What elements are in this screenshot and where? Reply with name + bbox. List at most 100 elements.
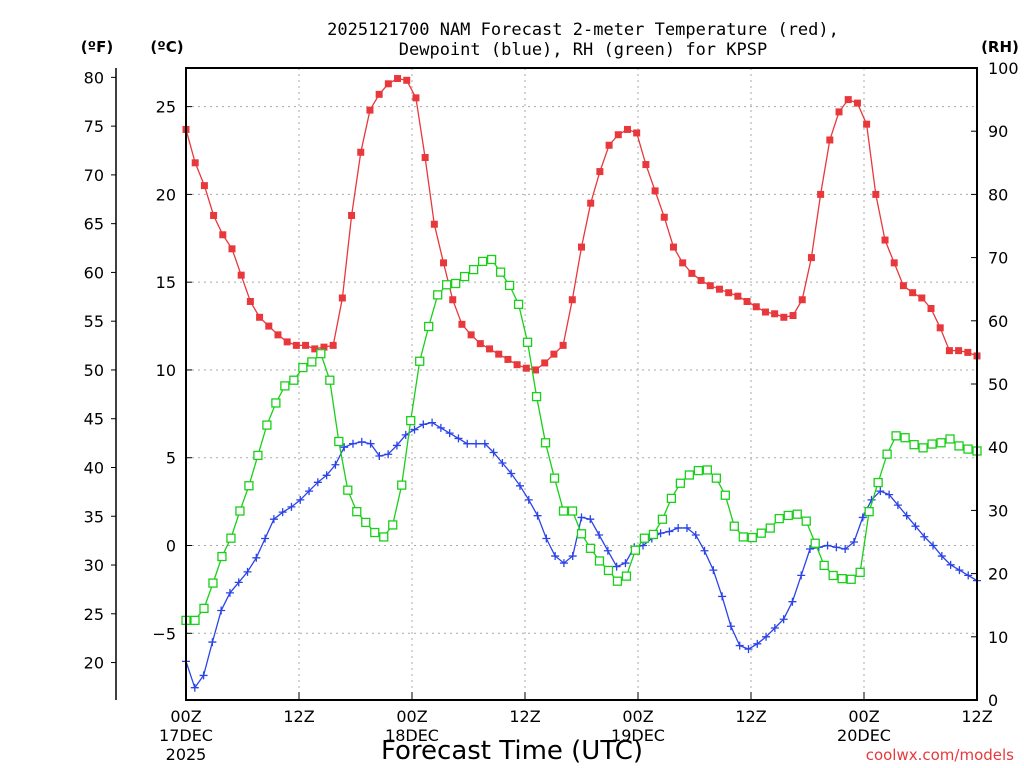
dewpoint-point	[964, 571, 973, 580]
temperature-point	[403, 76, 411, 84]
rh-point	[486, 254, 497, 265]
dewpoint-point	[524, 495, 533, 504]
rh-point	[621, 571, 632, 581]
rh-point	[459, 271, 470, 282]
x-axis-label: Forecast Time (UTC)	[381, 736, 643, 766]
temperature-point	[679, 259, 687, 267]
temperature-point	[936, 324, 944, 332]
rh-point	[666, 493, 677, 504]
temperature-point	[835, 108, 843, 116]
rh-point	[217, 551, 227, 562]
rh-point	[918, 443, 928, 453]
temperature-point	[927, 305, 935, 313]
temperature-point	[210, 211, 218, 219]
fahrenheit-ticks: 20 25 30 35 40 45 50 55 60 65 70 75 80	[84, 68, 116, 673]
rh-point	[756, 528, 766, 538]
fahrenheit-tick-label: 60	[84, 263, 104, 282]
temperature-point	[541, 359, 549, 367]
dewpoint-point	[190, 683, 199, 692]
temperature-point	[228, 245, 236, 253]
dewpoint-point	[779, 615, 788, 624]
dewpoint-point	[621, 559, 630, 568]
temperature-point	[449, 296, 457, 304]
celsius-tick-label: 5	[166, 449, 176, 468]
rh-point	[504, 280, 515, 291]
dewpoint-point	[595, 530, 604, 539]
rh-point	[945, 434, 955, 444]
rh-point	[406, 416, 416, 426]
rh-point	[199, 603, 209, 614]
dewpoint-point	[770, 624, 779, 633]
dewpoint-point	[559, 559, 568, 568]
date-label: 19DEC	[611, 726, 665, 745]
temperature-point	[532, 366, 540, 374]
rh-tick-label: 30	[988, 501, 1008, 520]
dewpoint-point	[199, 671, 208, 680]
dewpoint-point	[955, 566, 964, 575]
rh-point	[343, 485, 353, 495]
temperature-point	[669, 243, 677, 251]
temperature-point	[955, 347, 963, 355]
dewpoint-point	[463, 439, 472, 448]
celsius-tick-label: 15	[156, 273, 176, 292]
rh-point	[801, 516, 811, 526]
dewpoint-point	[305, 487, 314, 496]
temperature-point	[688, 269, 696, 277]
rh-tick-label: 10	[988, 628, 1008, 647]
temperature-point	[421, 154, 429, 162]
temperature-point	[807, 254, 815, 262]
temperature-point	[734, 292, 742, 300]
rh-point	[244, 481, 254, 491]
dewpoint-point	[700, 546, 709, 555]
temperature-point	[274, 331, 282, 339]
rh-point	[828, 570, 838, 581]
rh-ticks: 0 10 20 30 40 50 60 70 80 90 100	[971, 59, 1019, 710]
dewpoint-point	[841, 545, 850, 554]
dewpoint-point	[384, 450, 393, 459]
fahrenheit-tick-label: 65	[84, 215, 104, 234]
rh-point	[603, 565, 614, 576]
dewpoint-point	[762, 632, 771, 641]
temperature-point	[853, 99, 861, 107]
rh-point	[271, 398, 281, 408]
rh-point	[873, 477, 883, 488]
dewpoint-point	[366, 439, 375, 448]
temperature-point	[578, 243, 585, 251]
temperature-point	[329, 341, 337, 349]
dewpoint-point	[682, 523, 691, 532]
temperature-point	[522, 364, 530, 372]
rh-point	[280, 381, 290, 391]
temperature-series-line	[185, 77, 978, 371]
fahrenheit-tick-label: 75	[84, 117, 104, 136]
dewpoint-point	[375, 451, 384, 460]
temperature-point	[320, 343, 328, 351]
temperature-point	[780, 313, 788, 321]
rh-point	[747, 532, 757, 543]
dewpoint-point	[287, 502, 296, 511]
rh-point	[567, 506, 578, 516]
rh-tick-label: 0	[988, 691, 998, 710]
temperature-point	[513, 361, 521, 369]
temperature-point	[587, 199, 595, 207]
fahrenheit-tick-label: 55	[84, 312, 104, 331]
year-label: 2025	[166, 745, 207, 764]
temperature-point	[412, 94, 420, 102]
dewpoint-point	[929, 541, 938, 550]
dewpoint-point	[920, 532, 929, 541]
rh-point	[900, 433, 910, 443]
temperature-point	[394, 75, 402, 83]
temperature-point	[265, 322, 273, 330]
fahrenheit-tick-label: 35	[84, 507, 104, 526]
rh-point	[334, 436, 344, 447]
dewpoint-point	[849, 538, 858, 546]
rh-point	[531, 391, 542, 402]
rh-tick-label: 100	[988, 59, 1019, 78]
time-tick-label: 12Z	[283, 707, 314, 726]
dewpoint-point	[885, 490, 894, 499]
rh-point	[298, 362, 308, 373]
fahrenheit-tick-label: 25	[84, 605, 104, 624]
dewpoint-point	[902, 511, 911, 520]
temperature-point	[623, 125, 631, 133]
rh-point	[415, 356, 425, 366]
